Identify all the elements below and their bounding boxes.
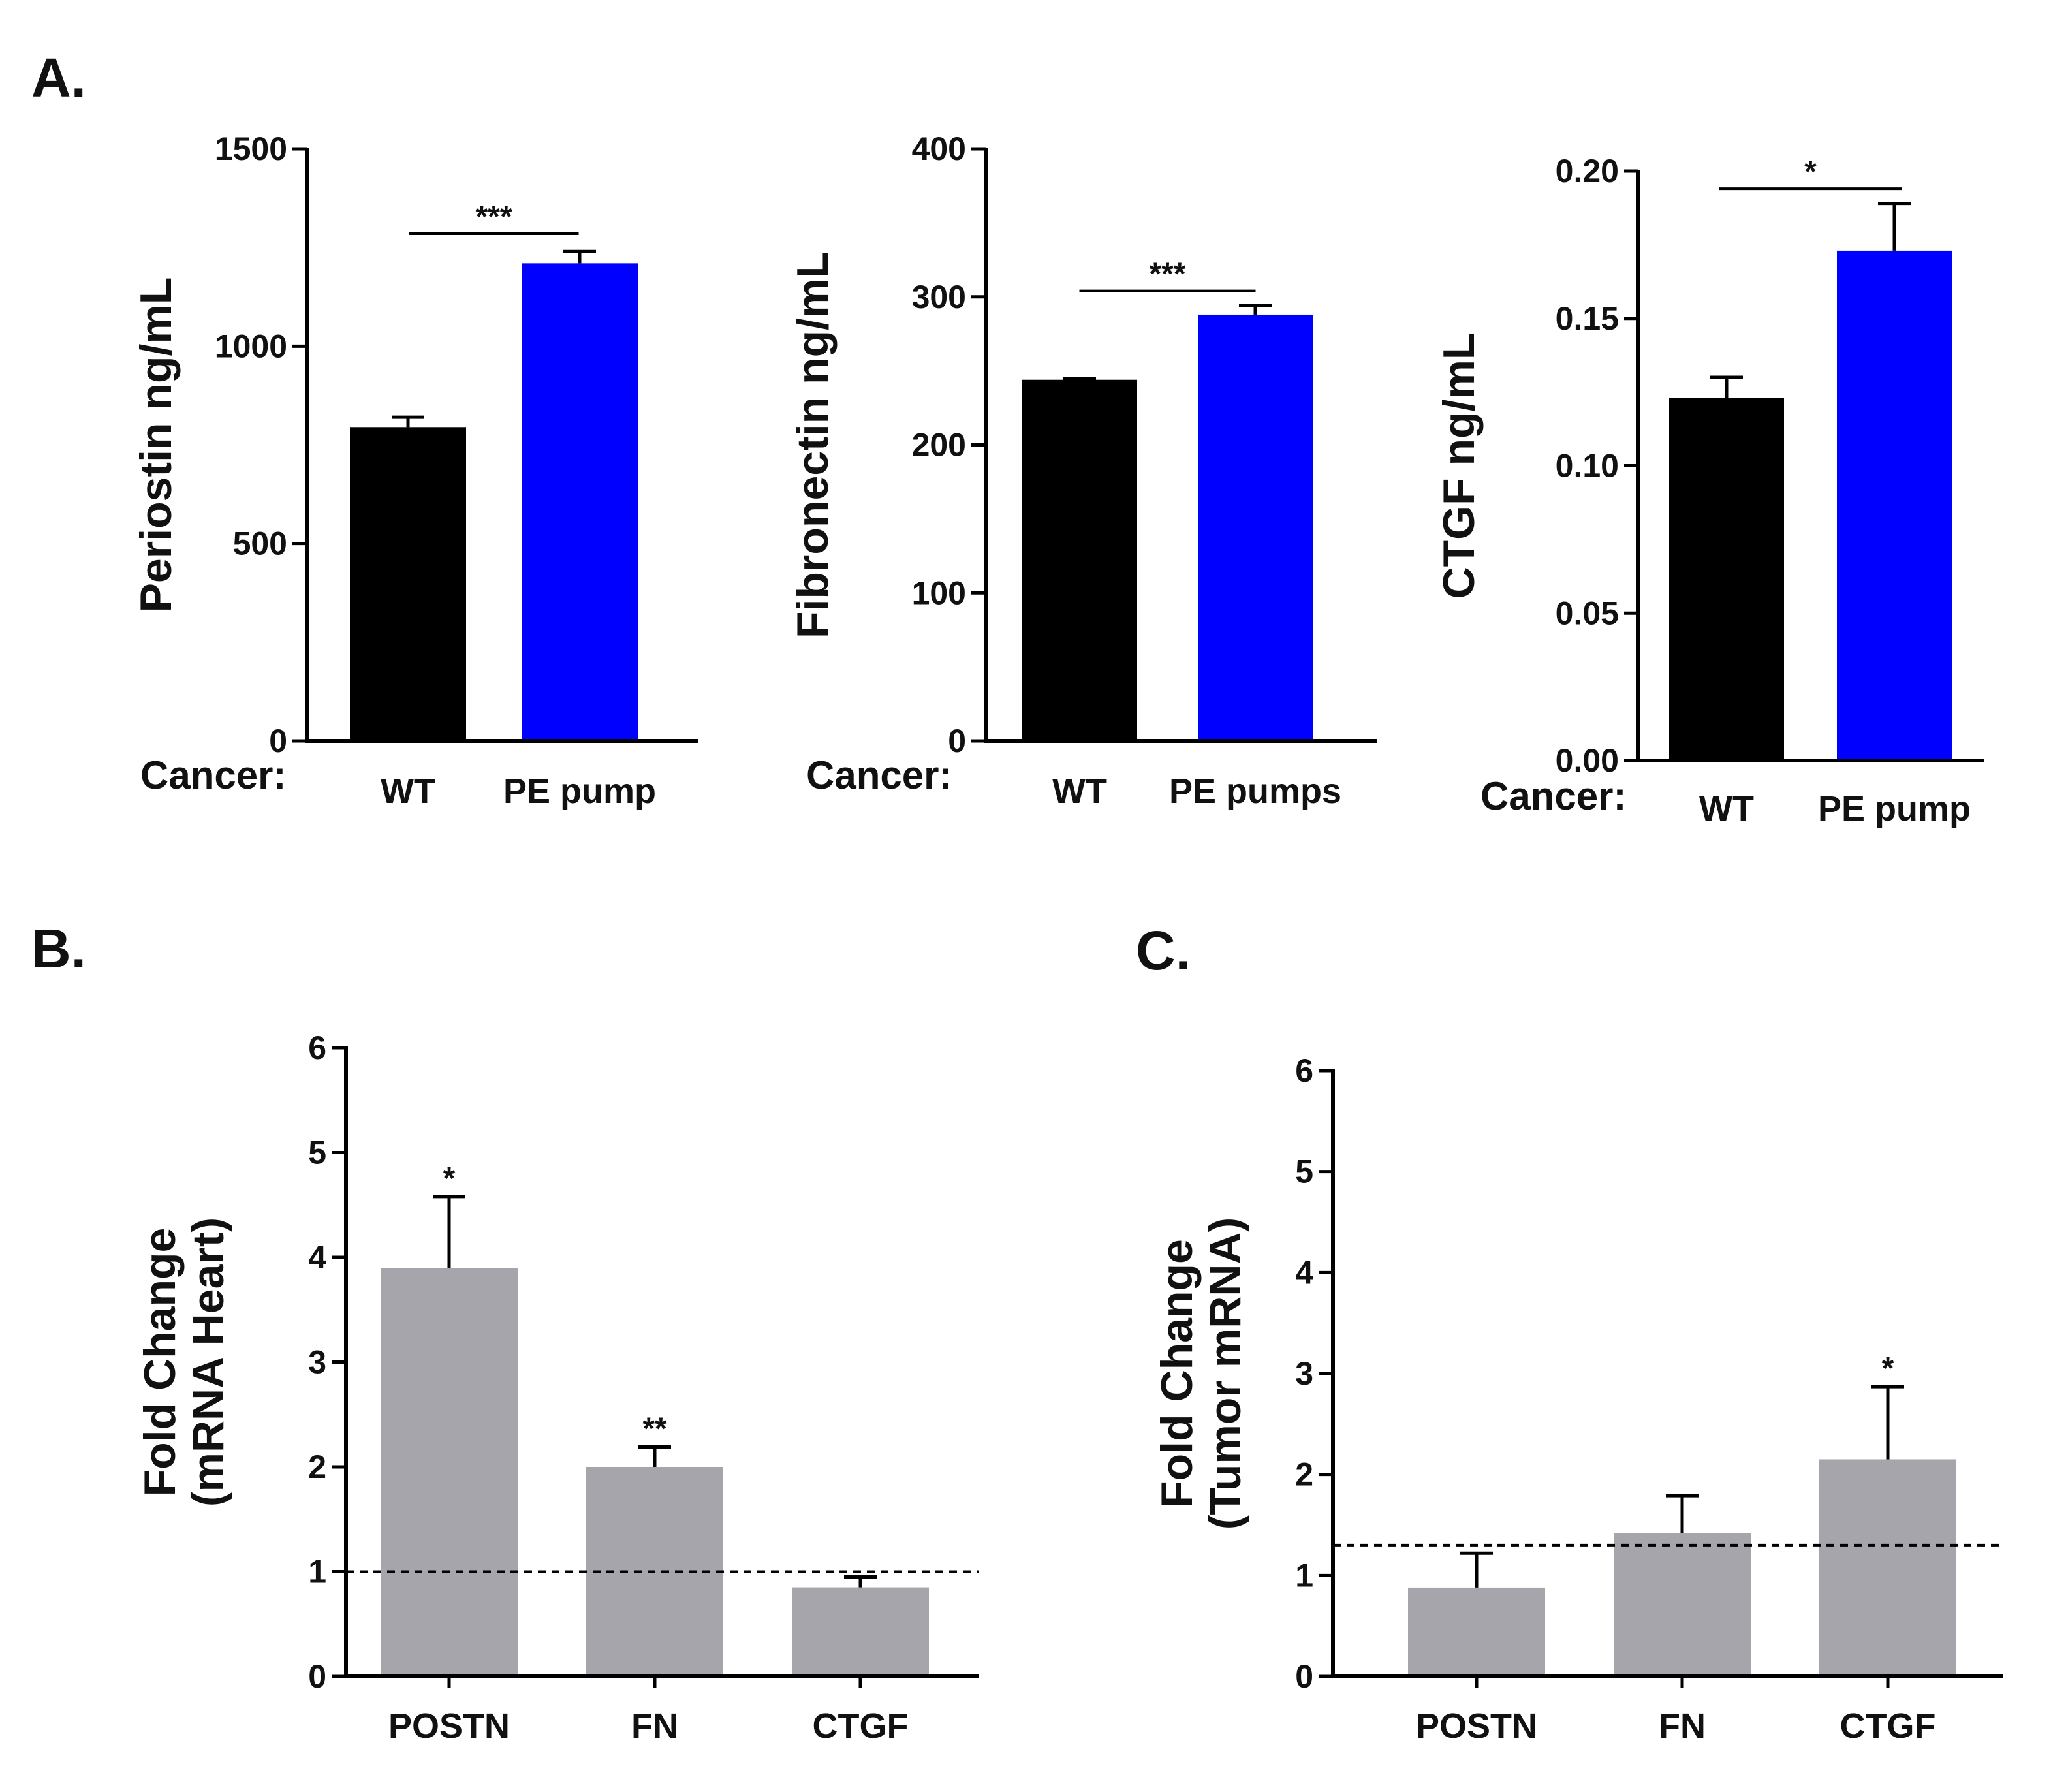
bar-tumor-mrna-0 [1408,1587,1545,1676]
y-axis-title-tumor-mrna-line-0: Fold Change [1152,1239,1202,1508]
category-label-tumor-mrna-1: FN [1659,1706,1706,1746]
y-tick-label-fibronectin-3: 300 [912,279,966,315]
y-tick-label-heart-mrna-3: 3 [308,1344,326,1381]
y-tick-label-heart-mrna-5: 5 [308,1135,326,1171]
category-label-fibronectin-0: WT [1052,772,1107,811]
y-tick-label-tumor-mrna-1: 1 [1295,1557,1313,1594]
y-tick-label-periostin-0: 0 [269,723,287,759]
category-label-ctgf-0: WT [1699,789,1754,828]
bar-tumor-mrna-2 [1819,1459,1956,1676]
y-tick-label-heart-mrna-4: 4 [308,1239,326,1276]
y-tick-label-periostin-1: 500 [233,526,287,562]
fibronectin-chart: 0 100 200 300 400 WT PE pumps Cancer: Fibronecti… [788,131,1377,811]
significance-label-ctgf-0: * [1804,155,1817,189]
bar-significance-heart-mrna-0: * [443,1161,456,1196]
bar-fibronectin-0 [1022,379,1137,741]
y-tick-label-tumor-mrna-2: 2 [1295,1456,1313,1493]
y-tick-label-heart-mrna-1: 1 [308,1554,326,1590]
y-tick-label-heart-mrna-2: 2 [308,1449,326,1485]
category-label-heart-mrna-1: FN [631,1706,678,1746]
panel-label-a: A. [31,47,86,108]
ctgf-protein-chart: 0.00 0.05 0.10 0.15 0.20 WT PE pump Cancer: CTGF… [1434,153,1984,828]
bar-periostin-1 [522,263,638,741]
y-tick-label-ctgf-2: 0.10 [1556,448,1619,484]
y-axis-title-ctgf: CTGF ng/mL [1434,333,1484,599]
x-prefix-label-fibronectin: Cancer: [806,753,952,797]
y-axis-title-heart-mrna-line-0: Fold Change [135,1228,185,1497]
y-tick-label-ctgf-4: 0.20 [1556,153,1619,189]
y-tick-label-fibronectin-4: 400 [912,131,966,167]
significance-label-fibronectin-0: *** [1149,257,1185,292]
x-prefix-label-ctgf: Cancer: [1480,774,1626,818]
x-prefix-label-periostin: Cancer: [140,753,286,797]
y-tick-label-fibronectin-0: 0 [948,723,966,759]
category-label-tumor-mrna-0: POSTN [1416,1706,1537,1746]
category-label-fibronectin-1: PE pumps [1169,772,1341,811]
category-label-heart-mrna-0: POSTN [388,1706,510,1746]
category-label-tumor-mrna-2: CTGF [1840,1706,1936,1746]
tumor-mrna-chart: 0 1 2 3 4 5 6 POSTN FN CTGF Fold Change(Tumor mRNA… [1152,1052,2003,1746]
panel-label-c: C. [1136,920,1191,981]
bar-periostin-0 [350,427,466,741]
bar-significance-heart-mrna-1: ** [642,1412,667,1447]
periostin-chart: 0 500 1000 1500 WT PE pump Cancer: Periostin ng… [131,131,698,811]
panel-label-b: B. [31,918,86,979]
bar-ctgf-1 [1837,250,1952,761]
y-axis-title-heart-mrna-line-1: (mRNA Heart) [183,1218,233,1507]
bar-heart-mrna-2 [792,1587,929,1676]
y-tick-label-fibronectin-1: 100 [912,574,966,611]
y-axis-title-periostin: Periostin ng/mL [131,277,181,613]
y-tick-label-heart-mrna-0: 0 [308,1658,326,1695]
category-label-periostin-1: PE pump [503,772,656,811]
bar-fibronectin-1 [1198,314,1313,742]
y-tick-label-fibronectin-2: 200 [912,427,966,464]
bar-heart-mrna-0 [381,1268,518,1676]
y-tick-label-periostin-3: 1500 [215,131,287,167]
y-tick-label-tumor-mrna-0: 0 [1295,1658,1313,1695]
y-tick-label-heart-mrna-6: 6 [308,1030,326,1066]
category-label-ctgf-1: PE pump [1818,789,1971,828]
y-tick-label-ctgf-3: 0.15 [1556,300,1619,337]
bar-significance-tumor-mrna-2: * [1882,1351,1894,1386]
y-tick-label-ctgf-0: 0.00 [1556,742,1619,779]
y-tick-label-ctgf-1: 0.05 [1556,595,1619,631]
y-axis-title-fibronectin: Fibronectin ng/mL [788,251,838,638]
y-tick-label-tumor-mrna-5: 5 [1295,1154,1313,1190]
y-tick-label-tumor-mrna-6: 6 [1295,1052,1313,1089]
bar-tumor-mrna-1 [1614,1533,1751,1676]
bar-ctgf-0 [1669,398,1784,761]
category-label-heart-mrna-2: CTGF [813,1706,909,1746]
y-tick-label-periostin-2: 1000 [215,328,287,364]
category-label-periostin-0: WT [381,772,435,811]
significance-label-periostin-0: *** [475,200,512,234]
y-axis-title-tumor-mrna-line-1: (Tumor mRNA) [1200,1218,1250,1530]
y-tick-label-tumor-mrna-4: 4 [1295,1254,1313,1291]
heart-mrna-chart: 0 1 2 3 4 5 6 POSTN FN CTGF Fold Change(mRNA Heart… [135,1030,979,1746]
y-tick-label-tumor-mrna-3: 3 [1295,1355,1313,1392]
